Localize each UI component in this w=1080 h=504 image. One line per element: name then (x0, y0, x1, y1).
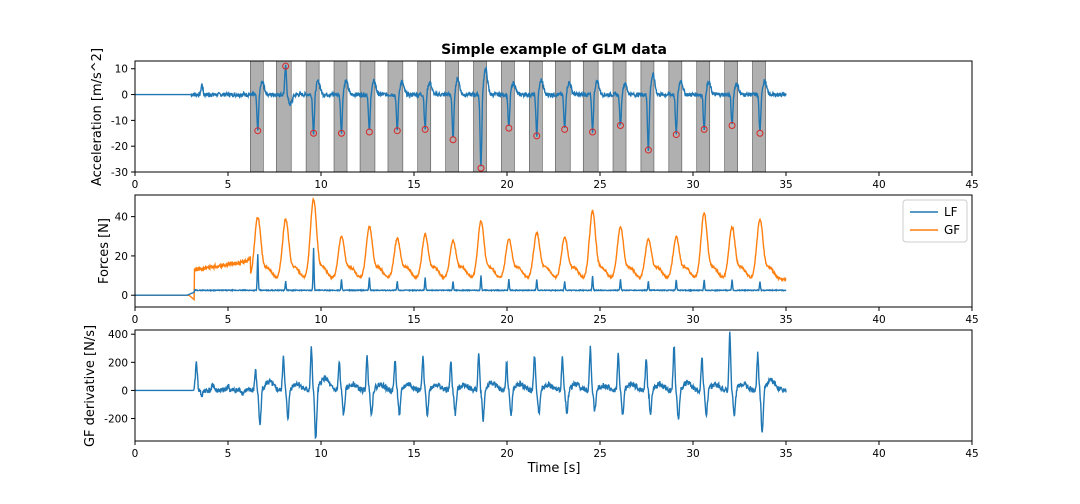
peak-marker (477, 164, 485, 172)
x-tick-label: 40 (872, 179, 885, 191)
peak-marker (533, 132, 541, 140)
x-tick-label: 45 (965, 314, 978, 326)
legend-label-gf: GF (944, 223, 960, 237)
peak-marker (756, 129, 764, 137)
y-tick-label: 0 (121, 90, 128, 102)
peak-marker (310, 129, 318, 137)
axes-frame-gf-derivative (134, 329, 973, 442)
forces-series (135, 196, 787, 302)
y-tick-label: -30 (111, 167, 128, 179)
peak-marker (589, 128, 597, 136)
x-tick-label: 5 (225, 314, 232, 326)
peak-marker (337, 129, 345, 137)
y-axis-label-gf-derivative: GF derivative [N/s] (83, 325, 98, 447)
peak-marker (672, 131, 680, 139)
x-tick-label: 30 (686, 448, 699, 460)
peak-marker (561, 125, 569, 133)
y-tick-label: -200 (104, 414, 128, 426)
acceleration-line (135, 64, 787, 167)
x-tick-label: 10 (314, 314, 327, 326)
peak-marker (393, 127, 401, 135)
peak-marker (728, 122, 736, 130)
panel-forces: 0 5 10 15 20 25 30 35 40 45 40 20 0 Forces [N] LF G… (97, 194, 979, 326)
y-tick-label: 10 (115, 64, 128, 76)
y-tick-label: 40 (115, 212, 128, 224)
x-tick-label: 20 (500, 179, 513, 191)
x-tick-label: 5 (225, 179, 232, 191)
x-tick-label: 45 (965, 448, 978, 460)
chart-title: Simple example of GLM data (441, 42, 667, 58)
legend: LF GF (902, 199, 968, 243)
y-tick-label: -20 (111, 141, 128, 153)
x-tick-label: 25 (593, 448, 606, 460)
x-tick-label: 25 (593, 314, 606, 326)
x-tick-label: 10 (314, 448, 327, 460)
x-tick-label: 20 (500, 448, 513, 460)
axes-frame-forces (134, 194, 973, 308)
x-tick-label: 0 (132, 448, 139, 460)
gf-derivative-series (135, 331, 787, 440)
shaded-interval (555, 60, 571, 173)
shaded-interval (582, 60, 599, 173)
x-ticks-forces: 0 5 10 15 20 25 30 35 40 45 (132, 307, 979, 326)
x-axis-label: Time [s] (527, 461, 581, 476)
panel-acceleration: 0 5 10 15 20 25 30 35 40 45 10 0 -10 -20 -30 Accelera… (90, 48, 979, 191)
y-tick-label: 400 (108, 329, 128, 341)
peak-marker (365, 128, 373, 136)
x-tick-label: 30 (686, 314, 699, 326)
x-tick-label: 45 (965, 179, 978, 191)
peak-markers (254, 62, 764, 172)
peak-marker (505, 124, 513, 132)
peak-marker (449, 136, 457, 144)
x-tick-label: 35 (779, 314, 792, 326)
shaded-interval (359, 60, 376, 173)
x-tick-label: 40 (872, 448, 885, 460)
x-ticks-gf-derivative: 0 5 10 15 20 25 30 35 40 45 (132, 441, 979, 460)
peak-marker (616, 122, 624, 130)
y-tick-label: 20 (115, 251, 128, 263)
y-tick-label: -10 (111, 115, 128, 127)
x-tick-label: 35 (779, 448, 792, 460)
legend-label-lf: LF (944, 205, 958, 219)
x-tick-label: 25 (593, 179, 606, 191)
series-line-gf (135, 196, 787, 302)
x-tick-label: 15 (407, 179, 420, 191)
legend-box (902, 199, 968, 243)
y-axis-label-acceleration: Acceleration [m/s^2] (90, 48, 105, 186)
y-ticks-forces: 40 20 0 (115, 212, 135, 302)
series-line-lf (135, 247, 787, 296)
axes-frame-acceleration (134, 60, 973, 173)
x-tick-label: 35 (779, 179, 792, 191)
y-axis-label-forces: Forces [N] (97, 218, 112, 284)
y-ticks-gf-derivative: 400 200 0 -200 (104, 329, 135, 426)
x-ticks-acceleration: 0 5 10 15 20 25 30 35 40 45 (132, 172, 979, 191)
x-tick-label: 40 (872, 314, 885, 326)
x-tick-label: 0 (132, 179, 139, 191)
x-tick-label: 15 (407, 448, 420, 460)
shaded-interval (276, 60, 292, 173)
y-tick-label: 0 (121, 290, 128, 302)
gf-derivative-line (135, 331, 787, 440)
peak-marker (644, 146, 652, 154)
peak-marker (421, 125, 429, 133)
x-tick-label: 20 (500, 314, 513, 326)
y-ticks-acceleration: 10 0 -10 -20 -30 (111, 64, 135, 179)
panel-gf-derivative: 0 5 10 15 20 25 30 35 40 45 400 200 0 -200 GF deriva… (83, 325, 979, 476)
peak-marker (700, 125, 708, 133)
x-tick-label: 10 (314, 179, 327, 191)
x-tick-label: 5 (225, 448, 232, 460)
peak-marker (282, 62, 290, 70)
acceleration-series (135, 64, 787, 167)
x-tick-label: 30 (686, 179, 699, 191)
x-tick-label: 0 (132, 314, 139, 326)
peak-marker (254, 127, 262, 135)
x-tick-label: 15 (407, 314, 420, 326)
shaded-interval (387, 60, 404, 173)
y-tick-label: 200 (108, 357, 128, 369)
y-tick-label: 0 (121, 385, 128, 397)
